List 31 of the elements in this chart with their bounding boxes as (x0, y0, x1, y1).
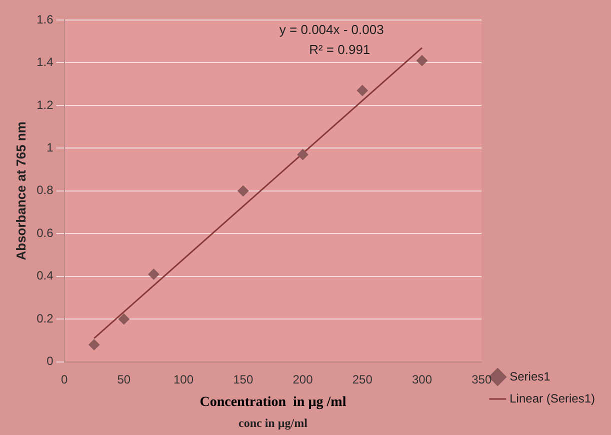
point (238, 185, 249, 196)
x-tick-label: 100 (174, 372, 194, 386)
x-axis-title: Concentration in µg /ml (200, 395, 346, 410)
annotation: y = 0.004x - 0.003 (279, 22, 384, 37)
annotation: R² = 0.991 (309, 42, 370, 57)
point (118, 314, 130, 325)
x-tick-label: 250 (352, 372, 373, 386)
y-tick-label: 0.2 (36, 311, 54, 326)
y-tick-label: 1 (46, 140, 54, 154)
y-tick-label: 1.4 (36, 55, 54, 70)
legend-label: Linear (Series1) (510, 391, 596, 406)
x-tick-label: 200 (292, 372, 314, 386)
point (148, 268, 160, 280)
y-tick-label: 1.2 (36, 98, 54, 112)
point (356, 84, 368, 96)
point (416, 55, 428, 66)
y-axis-title: Absorbance at 765 nm (13, 122, 28, 260)
legend-label: Series1 (510, 369, 551, 384)
text: conc in µg/ml (238, 416, 308, 430)
y-tick-label: 1.6 (36, 12, 54, 26)
y-tick-label: 0 (46, 354, 54, 368)
x-tick-label: 150 (233, 372, 254, 386)
x-tick-label: 300 (412, 372, 432, 386)
x-tick-label: 350 (472, 372, 492, 386)
point (297, 149, 308, 160)
y-tick-label: 0.6 (36, 226, 54, 240)
point (88, 339, 100, 350)
x-tick-label: 50 (117, 372, 131, 386)
x-tick-label: 0 (60, 372, 68, 386)
y-tick-label: 0.4 (36, 268, 54, 283)
y-tick-label: 0.8 (36, 183, 54, 198)
